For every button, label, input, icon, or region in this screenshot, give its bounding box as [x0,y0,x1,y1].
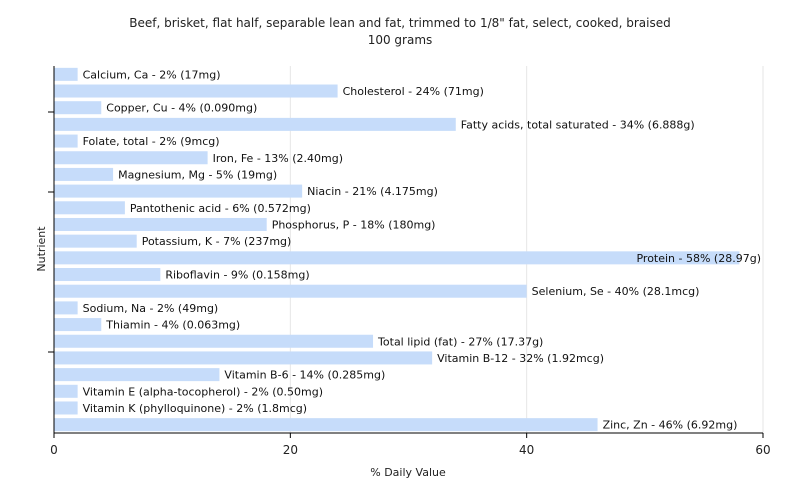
bar [54,301,78,315]
x-tick-label: 20 [283,443,298,457]
bar-label: Thiamin - 4% (0.063mg) [105,319,240,332]
x-tick-label: 0 [50,443,58,457]
bar-label: Total lipid (fat) - 27% (17.37g) [377,335,543,348]
bar [54,384,78,398]
bar [54,101,102,115]
bar-label: Vitamin B-6 - 14% (0.285mg) [224,369,385,382]
bar-label: Iron, Fe - 13% (2.40mg) [213,152,343,165]
bar-label: Riboflavin - 9% (0.158mg) [165,269,309,282]
bar [54,117,456,131]
bar [54,201,125,215]
x-axis-ticks: 0 20 40 60 [48,111,771,457]
bar-label: Zinc, Zn - 46% (6.92mg) [603,419,738,432]
bar [54,368,220,382]
bar [54,318,102,332]
bar [54,351,433,365]
bar-label: Folate, total - 2% (9mcg) [83,135,220,148]
bar-label: Selenium, Se - 40% (28.1mcg) [532,285,700,298]
bar-label: Vitamin B-12 - 32% (1.92mcg) [437,352,604,365]
bar-label: Fatty acids, total saturated - 34% (6.88… [461,118,695,131]
x-axis-label: % Daily Value [370,466,446,479]
bar-label: Potassium, K - 7% (237mg) [142,235,292,248]
bars: Calcium, Ca - 2% (17mg) Cholesterol - 24%… [54,67,761,432]
bar-label: Vitamin K (phylloquinone) - 2% (1.8mcg) [83,402,307,415]
bar [54,84,338,98]
bar [54,134,78,148]
bar-label: Sodium, Na - 2% (49mg) [83,302,219,315]
y-axis-label: Nutrient [35,226,48,272]
bar [54,67,78,81]
bar-label: Copper, Cu - 4% (0.090mg) [106,102,257,115]
chart-subtitle: 100 grams [368,33,433,47]
bar [54,268,161,282]
bar [54,251,740,265]
bar-label: Protein - 58% (28.97g) [636,252,761,265]
bar [54,334,374,348]
bar [54,401,78,415]
bar [54,418,598,432]
chart-title: Beef, brisket, flat half, separable lean… [129,16,670,30]
bar-label: Vitamin E (alpha-tocopherol) - 2% (0.50m… [83,385,323,398]
bar [54,184,303,198]
bar-label: Phosphorus, P - 18% (180mg) [272,218,436,231]
axes [53,66,763,434]
bar-label: Calcium, Ca - 2% (17mg) [83,68,221,81]
bar [54,167,114,181]
x-tick-label: 40 [519,443,534,457]
x-tick-label: 60 [755,443,770,457]
bar-label: Pantothenic acid - 6% (0.572mg) [130,202,311,215]
bar [54,284,527,298]
bar [54,217,267,231]
bar-label: Cholesterol - 24% (71mg) [343,85,484,98]
bar [54,151,208,165]
bar-label: Magnesium, Mg - 5% (19mg) [118,168,277,181]
bar-label: Niacin - 21% (4.175mg) [307,185,438,198]
bar [54,234,137,248]
